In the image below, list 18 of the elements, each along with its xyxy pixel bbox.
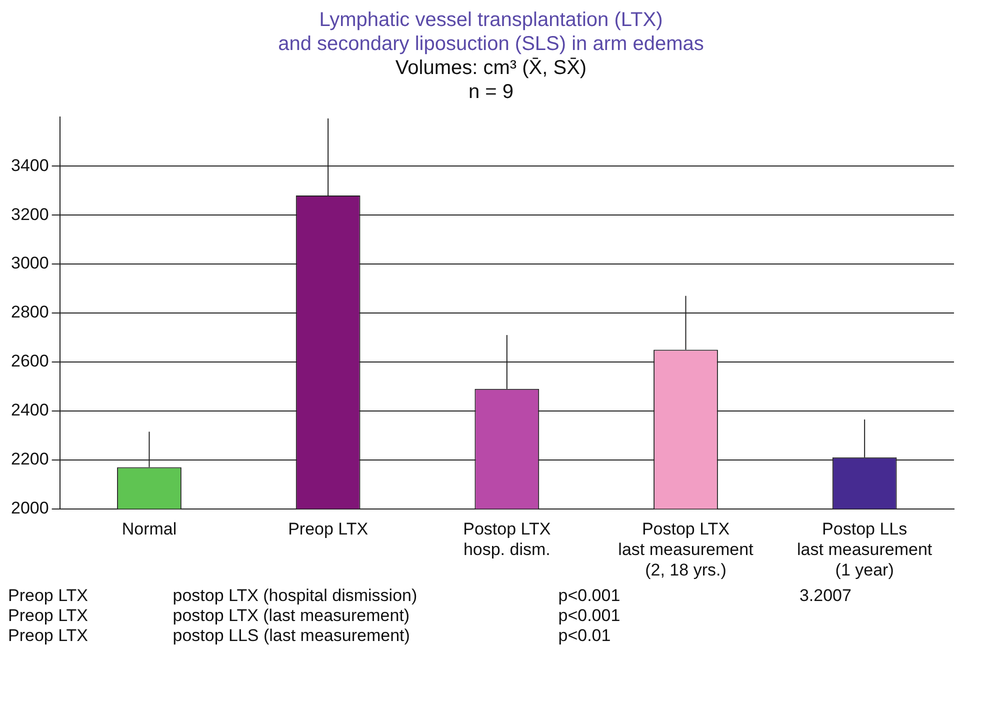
text: Preop LTX postop LTX (hospital dismission) p<0.001 3.2007 <box>8 586 852 605</box>
y-tick-label: 2800 <box>10 302 49 322</box>
chart-title: Lymphatic vessel transplantation (LTX) and secondary liposuction (SLS) in arm edemas <box>277 8 705 56</box>
y-tick-label: 2600 <box>10 352 49 371</box>
text: Preop LTX postop LLS (last measurement) p<0.01 <box>8 626 611 645</box>
y-tick-label: 2000 <box>10 498 49 518</box>
text: Preop LTX postop LTX (last measurement) p<0.001 <box>8 606 620 625</box>
y-tick-label: 3400 <box>10 156 49 175</box>
x-tick-label: Postop LTX last measurement (2, 18 yrs.) <box>618 520 754 580</box>
x-tick-label: Preop LTX <box>288 520 368 539</box>
x-tick-label: Postop LTX hosp. dism. <box>463 520 551 560</box>
chart-subtitle: Volumes: cm³ (X̄, SX̄) n = 9 <box>394 56 588 104</box>
y-tick-label: 3000 <box>10 254 49 273</box>
y-tick-label: 3200 <box>10 204 49 224</box>
x-tick-label: Normal <box>122 520 177 539</box>
x-tick-label: Postop LLs last measurement (1 year) <box>797 520 932 580</box>
y-tick-label: 2200 <box>10 450 49 469</box>
y-tick-label: 2400 <box>10 400 49 420</box>
